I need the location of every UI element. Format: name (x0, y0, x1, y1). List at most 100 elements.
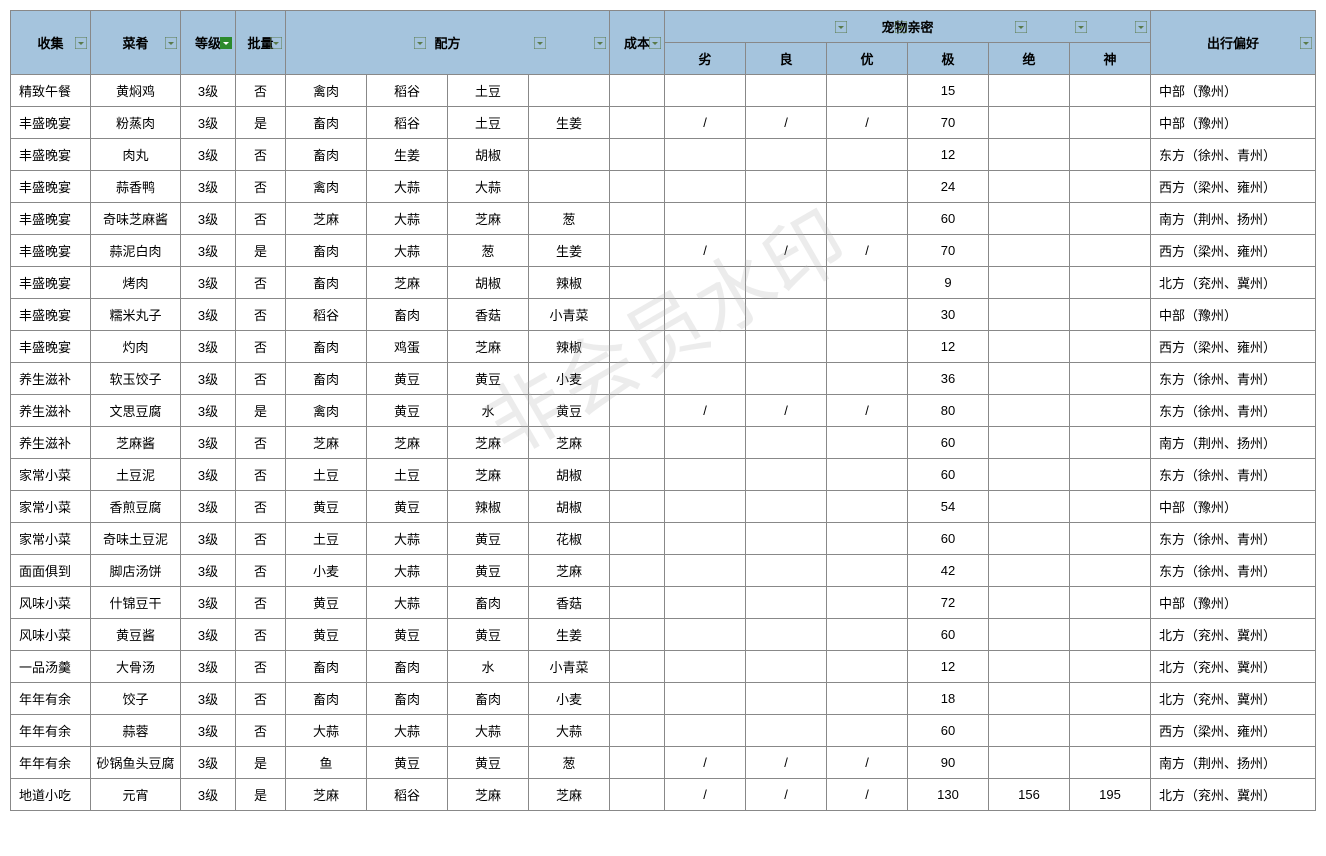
cell-dish: 软玉饺子 (91, 363, 181, 395)
header-cost[interactable]: 成本 (610, 11, 665, 75)
cell-divine (1070, 363, 1151, 395)
header-collection[interactable]: 收集 (11, 11, 91, 75)
cell-ultimate (989, 267, 1070, 299)
cell-excellent (827, 427, 908, 459)
header-dish[interactable]: 菜肴 (91, 11, 181, 75)
cell-ing4: 香菇 (529, 587, 610, 619)
filter-dropdown-icon[interactable] (533, 36, 547, 50)
cell-good (746, 299, 827, 331)
table-row: 家常小菜香煎豆腐3级否黄豆黄豆辣椒胡椒54中部（豫州） (11, 491, 1316, 523)
cell-ing2: 芝麻 (367, 427, 448, 459)
cell-dish: 肉丸 (91, 139, 181, 171)
header-poor[interactable]: 劣 (665, 43, 746, 75)
cell-cost (610, 715, 665, 747)
cell-cost (610, 491, 665, 523)
cell-poor: / (665, 395, 746, 427)
cell-ing1: 畜肉 (286, 267, 367, 299)
header-batch[interactable]: 批量 (236, 11, 286, 75)
cell-pref: 北方（兖州、冀州） (1151, 619, 1316, 651)
cell-extreme: 80 (908, 395, 989, 427)
cell-ing2: 黄豆 (367, 395, 448, 427)
cell-divine (1070, 523, 1151, 555)
cell-dish: 元宵 (91, 779, 181, 811)
cell-level: 3级 (181, 651, 236, 683)
cell-poor (665, 587, 746, 619)
cell-ing2: 大蒜 (367, 203, 448, 235)
filter-dropdown-icon[interactable] (74, 36, 88, 50)
cell-batch: 否 (236, 587, 286, 619)
filter-dropdown-icon[interactable] (593, 36, 607, 50)
cell-ing1: 黄豆 (286, 491, 367, 523)
cell-batch: 是 (236, 779, 286, 811)
cell-batch: 否 (236, 75, 286, 107)
cell-divine (1070, 747, 1151, 779)
cell-good (746, 715, 827, 747)
header-intimacy[interactable]: 宠物亲密 (665, 11, 1151, 43)
header-extreme-label: 极 (941, 52, 954, 67)
cell-good (746, 523, 827, 555)
cell-batch: 否 (236, 715, 286, 747)
cell-collection: 养生滋补 (11, 363, 91, 395)
cell-ing2: 芝麻 (367, 267, 448, 299)
cell-ultimate (989, 747, 1070, 779)
cell-collection: 丰盛晚宴 (11, 267, 91, 299)
filter-dropdown-icon[interactable] (269, 36, 283, 50)
cell-extreme: 60 (908, 619, 989, 651)
cell-batch: 否 (236, 619, 286, 651)
cell-ing3: 水 (448, 395, 529, 427)
cell-collection: 面面俱到 (11, 555, 91, 587)
header-cost-label: 成本 (624, 36, 650, 51)
cell-good (746, 139, 827, 171)
cell-ing3: 水 (448, 651, 529, 683)
header-good[interactable]: 良 (746, 43, 827, 75)
cell-good: / (746, 779, 827, 811)
filter-dropdown-icon[interactable] (1074, 20, 1088, 34)
cell-poor (665, 651, 746, 683)
cell-ing2: 黄豆 (367, 747, 448, 779)
filter-dropdown-icon[interactable] (648, 36, 662, 50)
cell-poor (665, 203, 746, 235)
header-level[interactable]: 等级 (181, 11, 236, 75)
cell-extreme: 130 (908, 779, 989, 811)
header-excellent[interactable]: 优 (827, 43, 908, 75)
cell-extreme: 70 (908, 107, 989, 139)
cell-excellent (827, 203, 908, 235)
filter-dropdown-icon[interactable] (413, 36, 427, 50)
cell-batch: 否 (236, 491, 286, 523)
cell-ing3: 芝麻 (448, 203, 529, 235)
header-extreme[interactable]: 极 (908, 43, 989, 75)
cell-dish: 粉蒸肉 (91, 107, 181, 139)
cell-poor (665, 171, 746, 203)
table-row: 养生滋补文思豆腐3级是禽肉黄豆水黄豆///80东方（徐州、青州） (11, 395, 1316, 427)
cell-dish: 大骨汤 (91, 651, 181, 683)
table-row: 丰盛晚宴蒜香鸭3级否禽肉大蒜大蒜24西方（梁州、雍州） (11, 171, 1316, 203)
cell-batch: 否 (236, 171, 286, 203)
filter-dropdown-icon[interactable] (834, 20, 848, 34)
filter-dropdown-icon[interactable] (1299, 36, 1313, 50)
cell-excellent (827, 683, 908, 715)
header-preference[interactable]: 出行偏好 (1151, 11, 1316, 75)
filter-dropdown-icon[interactable] (1014, 20, 1028, 34)
header-divine[interactable]: 神 (1070, 43, 1151, 75)
cell-ing4: 生姜 (529, 619, 610, 651)
filter-dropdown-icon[interactable] (894, 20, 908, 34)
cell-collection: 精致午餐 (11, 75, 91, 107)
header-ultimate[interactable]: 绝 (989, 43, 1070, 75)
cell-poor (665, 523, 746, 555)
filter-dropdown-icon[interactable] (1134, 20, 1148, 34)
header-recipe[interactable]: 配方 (286, 11, 610, 75)
cell-good (746, 427, 827, 459)
cell-cost (610, 523, 665, 555)
cell-level: 3级 (181, 555, 236, 587)
filter-dropdown-icon[interactable] (164, 36, 178, 50)
cell-ing4: 芝麻 (529, 427, 610, 459)
cell-good (746, 459, 827, 491)
cell-ing2: 畜肉 (367, 299, 448, 331)
filter-active-icon[interactable] (219, 36, 233, 50)
cell-ing1: 土豆 (286, 459, 367, 491)
cell-ing1: 鱼 (286, 747, 367, 779)
cell-good (746, 555, 827, 587)
cell-good (746, 267, 827, 299)
cell-ultimate (989, 171, 1070, 203)
cell-collection: 家常小菜 (11, 491, 91, 523)
